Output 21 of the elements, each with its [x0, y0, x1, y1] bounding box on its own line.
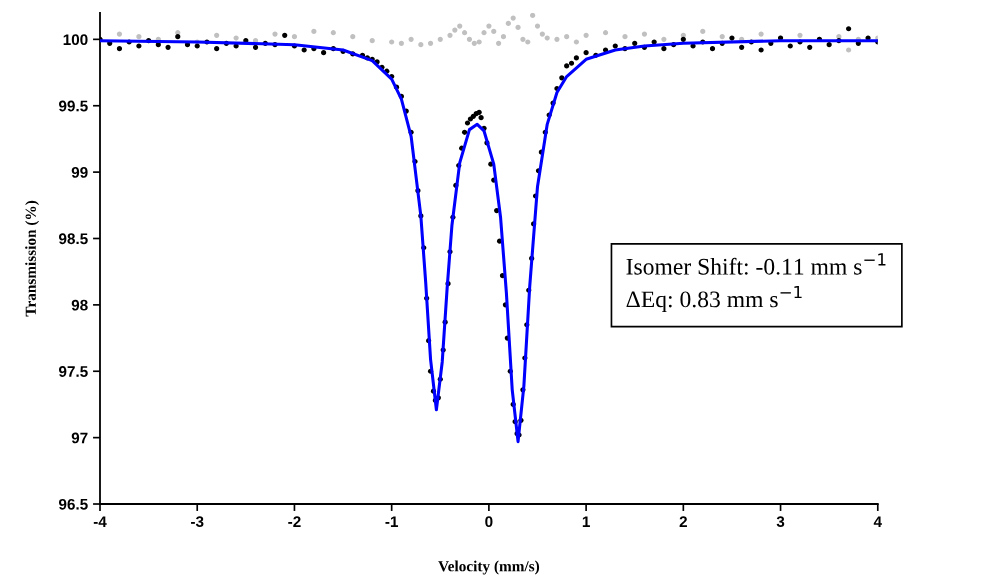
x-tick-label: -4 — [93, 516, 107, 527]
y-tick-label: 97 — [71, 432, 88, 444]
x-tick-label: 0 — [485, 516, 493, 528]
y-tick-label: 97.5 — [58, 366, 88, 377]
y-tick-label: 99.5 — [58, 100, 88, 112]
x-tick-label: -2 — [288, 516, 301, 527]
x-tick-label: -3 — [191, 516, 204, 528]
y-tick-label: 96.5 — [58, 498, 88, 510]
x-axis-title: Velocity (mm/s) — [438, 560, 540, 575]
x-tick-label: 2 — [679, 516, 687, 527]
annotation: Isomer Shift: -0.11 mm s$^{−1}$ — [626, 253, 886, 275]
y-tick-label: 98 — [71, 299, 88, 311]
y-tick-label: 99 — [71, 166, 88, 178]
x-tick-label: 1 — [582, 516, 590, 527]
y-tick-label: 98.5 — [58, 233, 88, 245]
y-axis-title: Transmission (%) — [25, 200, 40, 317]
x-tick-label: 3 — [776, 516, 785, 528]
y-tick-label: 100 — [63, 34, 88, 46]
annotation: ΔEq: 0.83 mm s$^{−1}$ — [626, 286, 802, 313]
x-tick-label: 4 — [873, 516, 882, 527]
x-tick-label: -1 — [385, 516, 399, 527]
